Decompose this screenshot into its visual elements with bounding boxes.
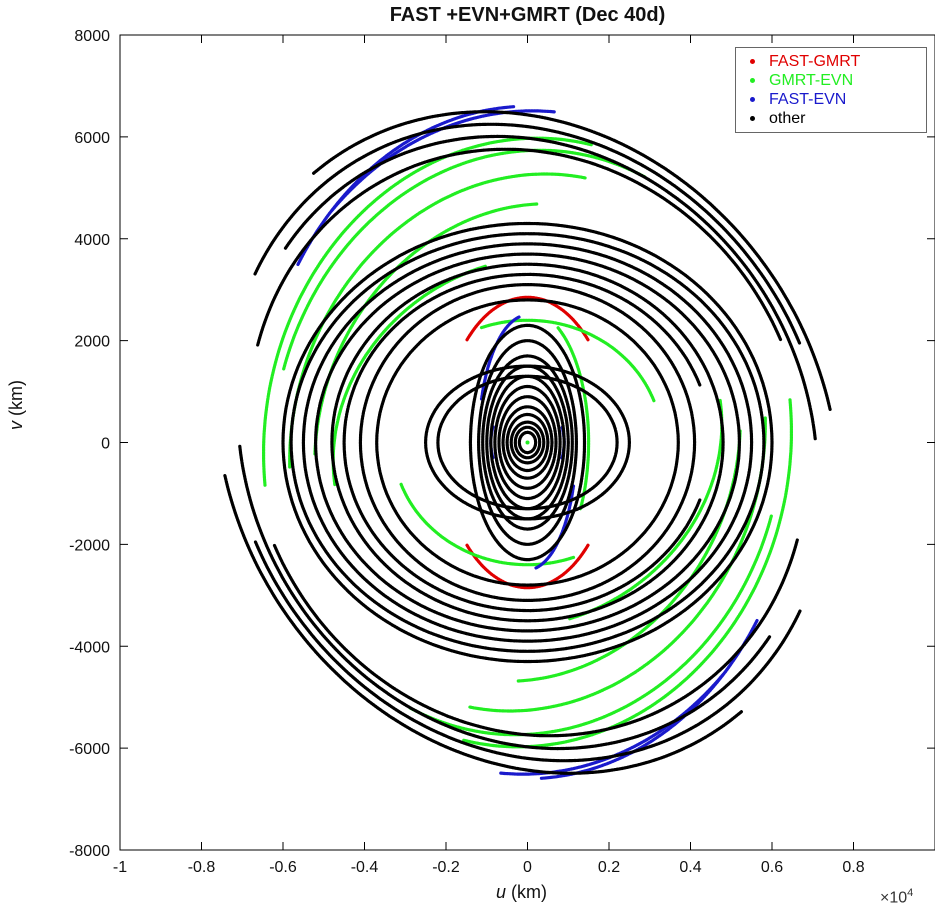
uv-track-other-1 — [223, 474, 744, 775]
legend-marker-fast-evn — [750, 97, 755, 102]
uv-track-other-22 — [489, 374, 566, 511]
uv-track-gmrt-evn-1 — [568, 398, 724, 621]
uv-track-other-0 — [311, 110, 832, 411]
uv-track-other-7 — [272, 538, 799, 738]
uv-track-other-29 — [517, 430, 538, 455]
uv-track-other-10 — [301, 242, 754, 643]
legend-item-fast-gmrt: FAST-GMRT — [744, 52, 926, 71]
uv-track-other-5 — [238, 444, 772, 751]
y-tick-label: -4000 — [69, 639, 110, 656]
legend-marker-fast-gmrt — [750, 59, 755, 64]
uv-track-other-15 — [375, 298, 680, 587]
legend-item-fast-evn: FAST-EVN — [744, 90, 926, 109]
data-marks — [223, 105, 832, 780]
series-fast-gmrt — [465, 295, 590, 590]
x-tick-label: -0.2 — [432, 859, 460, 876]
uv-track-other-17 — [436, 374, 619, 511]
uv-track-gmrt-evn-10 — [399, 482, 576, 567]
x-tick-label: 0.4 — [679, 859, 701, 876]
uv-track-other-4 — [283, 134, 817, 441]
legend-item-other: other — [744, 109, 926, 128]
uv-track-other-25 — [501, 405, 554, 480]
legend-label-fast-gmrt: FAST-GMRT — [769, 53, 861, 70]
legend: FAST-GMRT GMRT-EVN FAST-EVN other — [735, 47, 927, 133]
uv-track-gmrt-evn-12 — [556, 326, 591, 511]
uv-track-other-18 — [468, 323, 587, 562]
uv-track-other-6 — [256, 147, 783, 347]
x-tick-label: 0.2 — [598, 859, 620, 876]
series-other — [223, 110, 832, 775]
uv-track-other-26 — [505, 412, 550, 473]
y-tick-label: -8000 — [69, 843, 110, 860]
legend-label-other: other — [769, 110, 806, 127]
y-axis-label: v (km) — [6, 380, 26, 430]
uv-track-other-23 — [493, 384, 562, 501]
uv-track-other-9 — [289, 232, 766, 653]
uv-track-other-21 — [485, 364, 570, 521]
uv-track-fast-evn-1 — [539, 618, 759, 780]
uv-track-other-8 — [281, 221, 774, 664]
x-tick-label: 0 — [523, 859, 532, 876]
y-tick-label: 6000 — [74, 130, 110, 147]
uv-track-gmrt-evn-7 — [408, 514, 773, 737]
uv-track-gmrt-evn-8 — [262, 136, 593, 487]
x-tick-label: -1 — [113, 859, 127, 876]
uv-track-other-14 — [358, 283, 697, 602]
y-tick-label: 8000 — [74, 28, 110, 45]
x-axis-scale-factor: ×104 — [880, 887, 914, 907]
legend-label-gmrt-evn: GMRT-EVN — [769, 72, 854, 89]
uv-track-other-11 — [313, 252, 741, 633]
legend-label-fast-evn: FAST-EVN — [769, 91, 847, 108]
uv-track-fast-gmrt-0 — [465, 543, 590, 590]
uv-track-other-28 — [513, 425, 542, 460]
uv-track-other-2 — [253, 122, 802, 345]
uv-track-fast-evn-0 — [296, 105, 516, 267]
uv-track-other-3 — [253, 540, 802, 763]
x-tick-label: 0.8 — [842, 859, 864, 876]
y-tick-label: -6000 — [69, 741, 110, 758]
uv-track-gmrt-evn-11 — [479, 318, 656, 403]
uv-track-gmrt-evn-6 — [282, 148, 647, 371]
legend-marker-gmrt-evn — [750, 78, 755, 83]
uv-track-other-12 — [330, 262, 725, 623]
y-tick-label: 0 — [101, 436, 110, 453]
legend-item-gmrt-evn: GMRT-EVN — [744, 71, 926, 90]
uv-track-other-24 — [497, 395, 558, 490]
legend-marker-other — [750, 116, 755, 121]
x-tick-label: -0.6 — [269, 859, 297, 876]
y-tick-label: 2000 — [74, 334, 110, 351]
uv-track-gmrt-evn-9 — [462, 398, 793, 749]
x-axis-label: u (km) — [496, 882, 547, 902]
uv-track-other-13 — [342, 272, 702, 613]
uv-track-gmrt-evn-0 — [331, 264, 487, 487]
origin-point — [525, 440, 530, 445]
uv-track-fast-gmrt-1 — [465, 295, 590, 342]
x-tick-label: -0.4 — [351, 859, 379, 876]
x-tick-label: 0.6 — [761, 859, 783, 876]
y-tick-label: 4000 — [74, 232, 110, 249]
uv-track-other-27 — [509, 420, 546, 465]
uv-track-other-16 — [423, 364, 631, 521]
uv-track-other-19 — [476, 339, 578, 546]
axis-ticks: -1 -0.8 -0.6 -0.4 -0.2 0 0.2 0.4 0.6 0.8 -8000 -600… — [69, 28, 935, 876]
chart-title: FAST +EVN+GMRT (Dec 40d) — [389, 4, 666, 26]
x-tick-label: -0.8 — [188, 859, 216, 876]
uv-track-other-20 — [481, 354, 574, 531]
y-tick-label: -2000 — [69, 537, 110, 554]
